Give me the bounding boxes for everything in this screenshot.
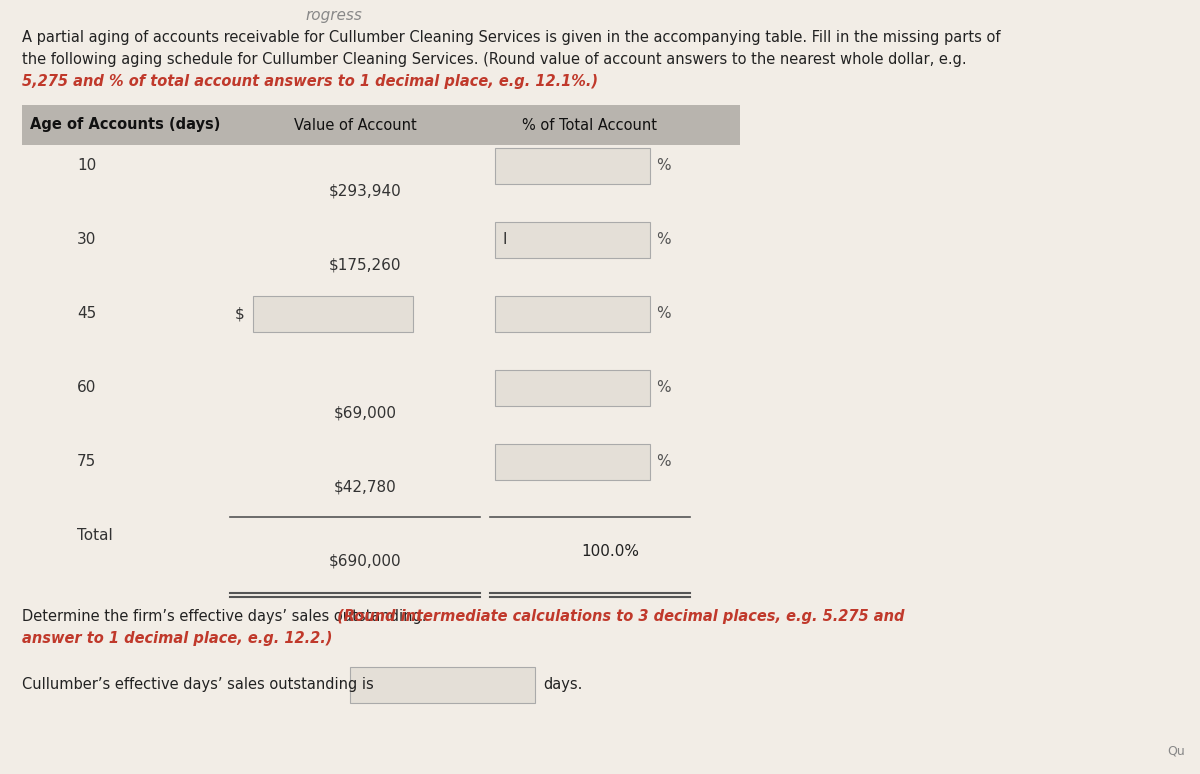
Text: 10: 10 [77, 158, 96, 173]
Text: 30: 30 [77, 232, 96, 247]
Text: Cullumber’s effective days’ sales outstanding is: Cullumber’s effective days’ sales outsta… [22, 677, 373, 693]
Text: answer to 1 decimal place, e.g. 12.2.): answer to 1 decimal place, e.g. 12.2.) [22, 631, 332, 646]
Text: $42,780: $42,780 [334, 479, 396, 495]
FancyBboxPatch shape [253, 296, 413, 332]
Text: I: I [503, 232, 508, 247]
Text: Qu: Qu [1168, 745, 1186, 758]
Text: days.: days. [542, 677, 582, 693]
Text: % of Total Account: % of Total Account [522, 118, 658, 132]
FancyBboxPatch shape [350, 667, 535, 703]
FancyBboxPatch shape [22, 105, 740, 145]
Text: A partial aging of accounts receivable for Cullumber Cleaning Services is given : A partial aging of accounts receivable f… [22, 30, 1001, 45]
FancyBboxPatch shape [496, 444, 650, 480]
FancyBboxPatch shape [496, 370, 650, 406]
Text: $690,000: $690,000 [329, 553, 401, 568]
Text: 45: 45 [77, 307, 96, 321]
Text: $293,940: $293,940 [329, 183, 401, 198]
Text: 60: 60 [77, 380, 96, 396]
Text: (Round intermediate calculations to 3 decimal places, e.g. 5.275 and: (Round intermediate calculations to 3 de… [332, 609, 905, 624]
Text: %: % [656, 380, 671, 396]
Text: %: % [656, 158, 671, 173]
Text: Total: Total [77, 528, 113, 543]
Text: %: % [656, 307, 671, 321]
Text: %: % [656, 232, 671, 247]
FancyBboxPatch shape [496, 296, 650, 332]
FancyBboxPatch shape [496, 148, 650, 183]
Text: rogress: rogress [305, 8, 362, 23]
Text: $175,260: $175,260 [329, 258, 401, 272]
Text: Determine the firm’s effective days’ sales outstanding.: Determine the firm’s effective days’ sal… [22, 609, 426, 624]
Text: the following aging schedule for Cullumber Cleaning Services. (Round value of ac: the following aging schedule for Cullumb… [22, 52, 967, 67]
FancyBboxPatch shape [496, 221, 650, 258]
Text: 100.0%: 100.0% [581, 544, 640, 560]
Text: 5,275 and % of total account answers to 1 decimal place, e.g. 12.1%.): 5,275 and % of total account answers to … [22, 74, 598, 89]
Text: 75: 75 [77, 454, 96, 469]
Text: %: % [656, 454, 671, 469]
Text: Value of Account: Value of Account [294, 118, 416, 132]
Text: Age of Accounts (days): Age of Accounts (days) [30, 118, 221, 132]
Text: $: $ [235, 307, 245, 321]
Text: $69,000: $69,000 [334, 406, 396, 420]
